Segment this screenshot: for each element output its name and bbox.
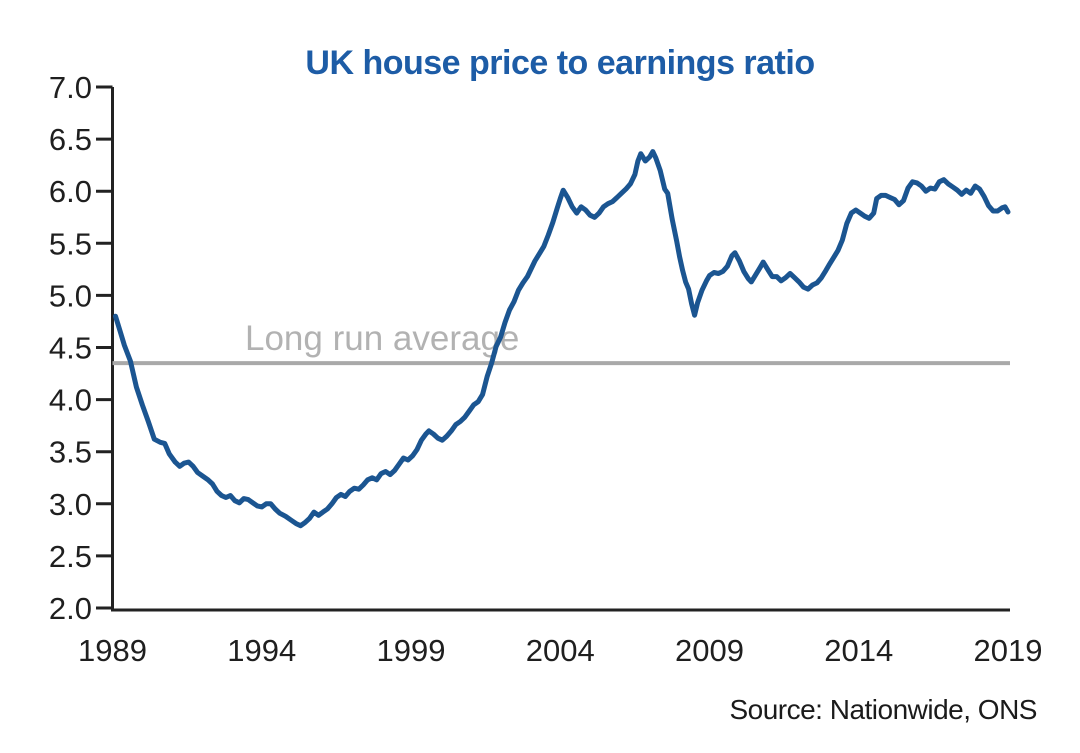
y-tick-label: 4.0 — [49, 383, 92, 418]
x-tick-label: 1999 — [377, 633, 446, 668]
y-tick-label: 5.0 — [49, 278, 92, 313]
house-price-earnings-line — [113, 149, 1011, 529]
y-tick-label: 2.5 — [49, 539, 92, 574]
axes — [111, 87, 1010, 612]
y-tick-label: 4.5 — [49, 331, 92, 366]
source-caption: Source: Nationwide, ONS — [729, 694, 1037, 725]
y-tick-label: 2.0 — [49, 591, 92, 626]
y-axis-ticks — [96, 85, 113, 610]
x-tick-label: 2019 — [974, 633, 1043, 668]
y-tick-label: 3.5 — [49, 435, 92, 470]
x-tick-label: 1989 — [78, 633, 147, 668]
x-tick-label: 2004 — [526, 633, 595, 668]
x-tick-label: 2014 — [824, 633, 893, 668]
x-axis-labels: 1989 1994 1999 2004 2009 2014 2019 — [78, 633, 1042, 668]
x-tick-label: 2009 — [675, 633, 744, 668]
y-tick-label: 5.5 — [49, 226, 92, 261]
y-axis-labels: 7.0 6.5 6.0 5.5 5.0 4.5 4.0 3.5 3.0 2.5 2.0 — [49, 70, 92, 626]
y-tick-label: 6.5 — [49, 122, 92, 157]
y-tick-label: 7.0 — [49, 70, 92, 105]
x-tick-label: 1994 — [227, 633, 296, 668]
long-run-average-label: Long run average — [245, 319, 519, 358]
axis-lines — [111, 87, 1010, 612]
chart-title: UK house price to earnings ratio — [305, 44, 815, 82]
y-tick-label: 3.0 — [49, 487, 92, 522]
y-tick-label: 6.0 — [49, 174, 92, 209]
